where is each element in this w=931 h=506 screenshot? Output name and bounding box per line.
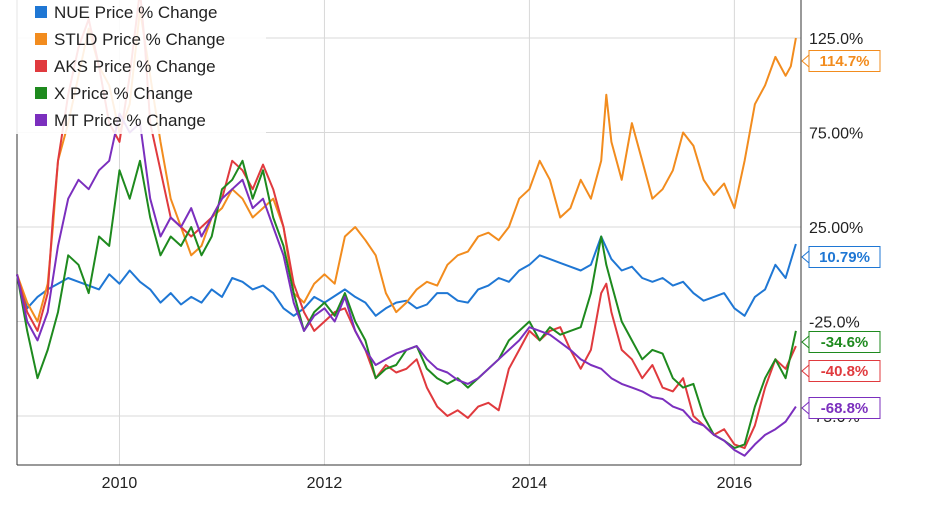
series-line-x xyxy=(16,159,797,450)
legend-background xyxy=(14,0,266,134)
x-tick-label: 2010 xyxy=(102,475,138,492)
series-line-mt xyxy=(16,112,797,457)
x-tick-label: 2016 xyxy=(717,475,753,492)
legend-swatch xyxy=(35,60,47,72)
end-label-value: 114.7% xyxy=(819,53,869,70)
legend-label: MT Price % Change xyxy=(54,111,206,130)
series-line-nue xyxy=(16,235,797,317)
series-lines xyxy=(16,0,797,457)
end-label-value: -68.8% xyxy=(821,400,869,417)
end-label-pointer xyxy=(801,249,810,265)
end-label-box xyxy=(808,50,881,72)
end-label-pointer xyxy=(801,334,810,350)
legend-swatch xyxy=(35,114,47,126)
x-tick-label: 2014 xyxy=(512,475,548,492)
end-label-box xyxy=(808,397,881,419)
legend-label: AKS Price % Change xyxy=(54,57,216,76)
legend: NUE Price % Change STLD Price % Change AKS… xyxy=(14,0,266,134)
x-tick-label: 2012 xyxy=(307,475,343,492)
end-label-box xyxy=(808,331,881,353)
legend-label: STLD Price % Change xyxy=(54,30,225,49)
legend-label: X Price % Change xyxy=(54,84,193,103)
y-tick-label: 125.0% xyxy=(809,31,863,48)
end-labels: 10.79% 114.7% -40.8% -34.6% -68.8% xyxy=(801,50,881,419)
end-label-pointer xyxy=(801,400,810,416)
end-label-value: -34.6% xyxy=(821,334,869,351)
legend-swatch xyxy=(35,87,47,99)
end-label-value: 10.79% xyxy=(819,249,870,266)
end-label-box xyxy=(808,246,881,268)
end-label-value: -40.8% xyxy=(821,363,869,380)
end-label-box xyxy=(808,360,881,382)
y-tick-label: -25.0% xyxy=(809,315,860,332)
y-tick-label: 25.00% xyxy=(809,220,863,237)
legend-label: NUE Price % Change xyxy=(54,3,217,22)
y-tick-label: 75.00% xyxy=(809,126,863,143)
legend-swatch xyxy=(35,33,47,45)
axes: 125.0%75.00%25.00%-25.0%-75.0%2010201220… xyxy=(16,0,863,492)
end-label-pointer xyxy=(801,363,810,379)
end-label-pointer xyxy=(801,53,810,69)
legend-swatch xyxy=(35,6,47,18)
